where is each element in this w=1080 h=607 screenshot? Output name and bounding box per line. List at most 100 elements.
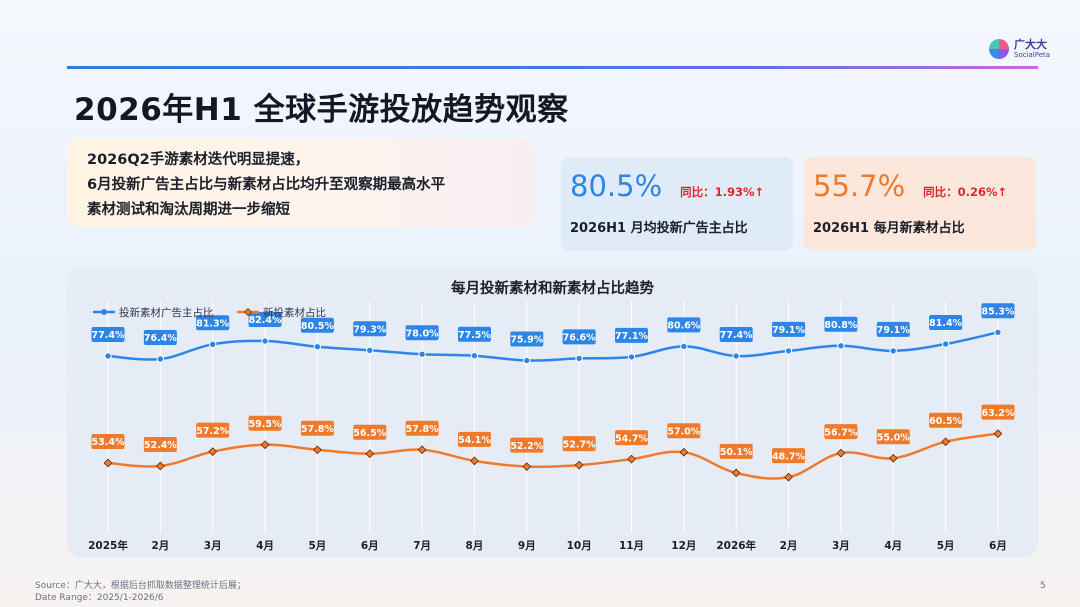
data-label-bg — [667, 423, 701, 439]
data-label-text: 85.3% — [981, 307, 1014, 318]
data-label-bg — [929, 412, 963, 428]
data-label: 85.3% — [981, 303, 1015, 319]
data-label: 82.4% — [248, 312, 282, 327]
footer-source: Source：广大大，根据后台抓取数据整理统计后展； Date Range：20… — [35, 580, 246, 604]
x-tick-label: 2月 — [780, 540, 798, 552]
data-label-bg — [457, 326, 491, 342]
data-label-text: 59.5% — [249, 419, 282, 430]
data-label: 79.1% — [772, 321, 806, 337]
x-tick-label: 6月 — [361, 540, 379, 552]
data-label: 75.9% — [510, 331, 544, 347]
data-label: 76.4% — [143, 330, 177, 345]
data-label-text: 76.6% — [563, 333, 596, 344]
x-tick-label: 9月 — [518, 540, 536, 552]
x-tick-label: 5月 — [937, 540, 955, 552]
footer-source-text: Source：广大大，根据后台抓取数据整理统计后展； — [35, 581, 246, 591]
x-tick-label: 3月 — [832, 540, 850, 552]
data-point — [941, 340, 950, 348]
data-label-text: 82.4% — [249, 315, 282, 326]
data-point — [679, 447, 689, 457]
kpi-value: 55.7% — [813, 169, 906, 203]
data-label: 80.8% — [824, 316, 858, 332]
legend-label: 新投素材占比 — [263, 306, 326, 319]
data-point — [941, 437, 950, 447]
data-label-bg — [824, 424, 858, 440]
data-label-text: 76.4% — [144, 333, 177, 344]
data-label: 78.0% — [405, 325, 439, 341]
data-label-bg — [405, 420, 439, 436]
data-point — [470, 352, 479, 360]
data-label-text: 54.7% — [615, 433, 648, 444]
x-tick-label: 2月 — [151, 540, 169, 552]
data-label-bg — [300, 317, 334, 333]
data-label: 77.4% — [719, 327, 753, 342]
trend-chart-card: 2025年 2月 3月 4月 5月 6月 7月 8月 9月 10月 11月 12月 2026年 2月 3月 4… — [67, 267, 1038, 558]
data-label-text: 57.2% — [196, 426, 229, 437]
data-label: 54.7% — [615, 430, 648, 446]
kpi-value: 80.5% — [570, 169, 663, 203]
data-label-text: 81.4% — [929, 318, 962, 329]
data-label: 79.3% — [353, 321, 387, 337]
x-tick-label: 11月 — [619, 540, 644, 552]
kpi-label: 2026H1 月均投新广告主占比 — [570, 221, 748, 236]
kpi-label: 2026H1 每月新素材占比 — [813, 221, 965, 236]
data-label-text: 52.4% — [144, 440, 177, 451]
data-label-bg — [143, 330, 177, 345]
data-label: 52.2% — [510, 437, 544, 453]
data-point — [627, 454, 636, 464]
data-label-bg — [615, 430, 648, 446]
data-point — [261, 337, 269, 345]
data-label: 80.5% — [300, 317, 334, 333]
data-label-bg — [719, 327, 753, 342]
data-point — [836, 448, 846, 458]
data-point — [260, 440, 270, 450]
data-label-bg — [248, 312, 282, 327]
data-point — [470, 456, 479, 466]
data-label: 56.5% — [353, 424, 387, 440]
data-label-bg — [405, 325, 439, 341]
data-label-bg — [300, 420, 334, 436]
data-label: 54.1% — [457, 431, 491, 447]
x-tick-label: 6月 — [989, 540, 1007, 552]
data-point — [784, 347, 793, 355]
x-tick-label: 2026年 — [716, 539, 756, 552]
data-label: 81.3% — [196, 315, 230, 331]
brand-name-cn: 广大大 — [1014, 38, 1047, 51]
x-tick-label: 8月 — [466, 540, 484, 552]
data-point — [522, 462, 532, 471]
data-point — [209, 340, 217, 349]
data-label: 76.6% — [562, 329, 596, 345]
data-label: 57.2% — [196, 422, 230, 438]
x-tick-label: 5月 — [308, 540, 326, 552]
summary-line: 6月投新广告主占比与新素材占比均升至观察期最高水平 — [87, 177, 446, 193]
data-label: 50.1% — [719, 443, 753, 459]
data-label: 53.4% — [91, 434, 125, 449]
data-label: 77.5% — [457, 326, 491, 342]
data-label-text: 79.3% — [353, 325, 386, 336]
brand-name-en: SocialPeta — [1014, 51, 1051, 59]
data-label-bg — [981, 404, 1015, 420]
data-label-bg — [615, 327, 648, 343]
data-point — [575, 354, 583, 363]
data-label-bg — [719, 443, 753, 459]
data-label: 57.0% — [667, 423, 701, 439]
data-point — [155, 461, 165, 471]
footer-date-range: Date Range：2025/1-2026/6 — [35, 593, 164, 603]
data-label-bg — [353, 321, 387, 337]
data-label-text: 80.5% — [301, 321, 334, 332]
series-line — [107, 432, 999, 480]
data-point — [523, 356, 531, 365]
data-label-bg — [91, 327, 125, 342]
data-point — [994, 328, 1002, 337]
data-label-bg — [667, 317, 701, 333]
data-label: 60.5% — [929, 412, 963, 428]
data-label-text: 77.5% — [458, 330, 491, 341]
data-label-text: 80.8% — [824, 320, 857, 331]
data-point — [417, 445, 427, 455]
x-tick-label: 4月 — [884, 540, 902, 552]
x-tick-label: 3月 — [204, 540, 222, 552]
data-label-bg — [824, 316, 858, 332]
data-label-text: 63.2% — [981, 408, 1014, 419]
data-point — [418, 350, 426, 358]
data-label-bg — [981, 303, 1015, 319]
